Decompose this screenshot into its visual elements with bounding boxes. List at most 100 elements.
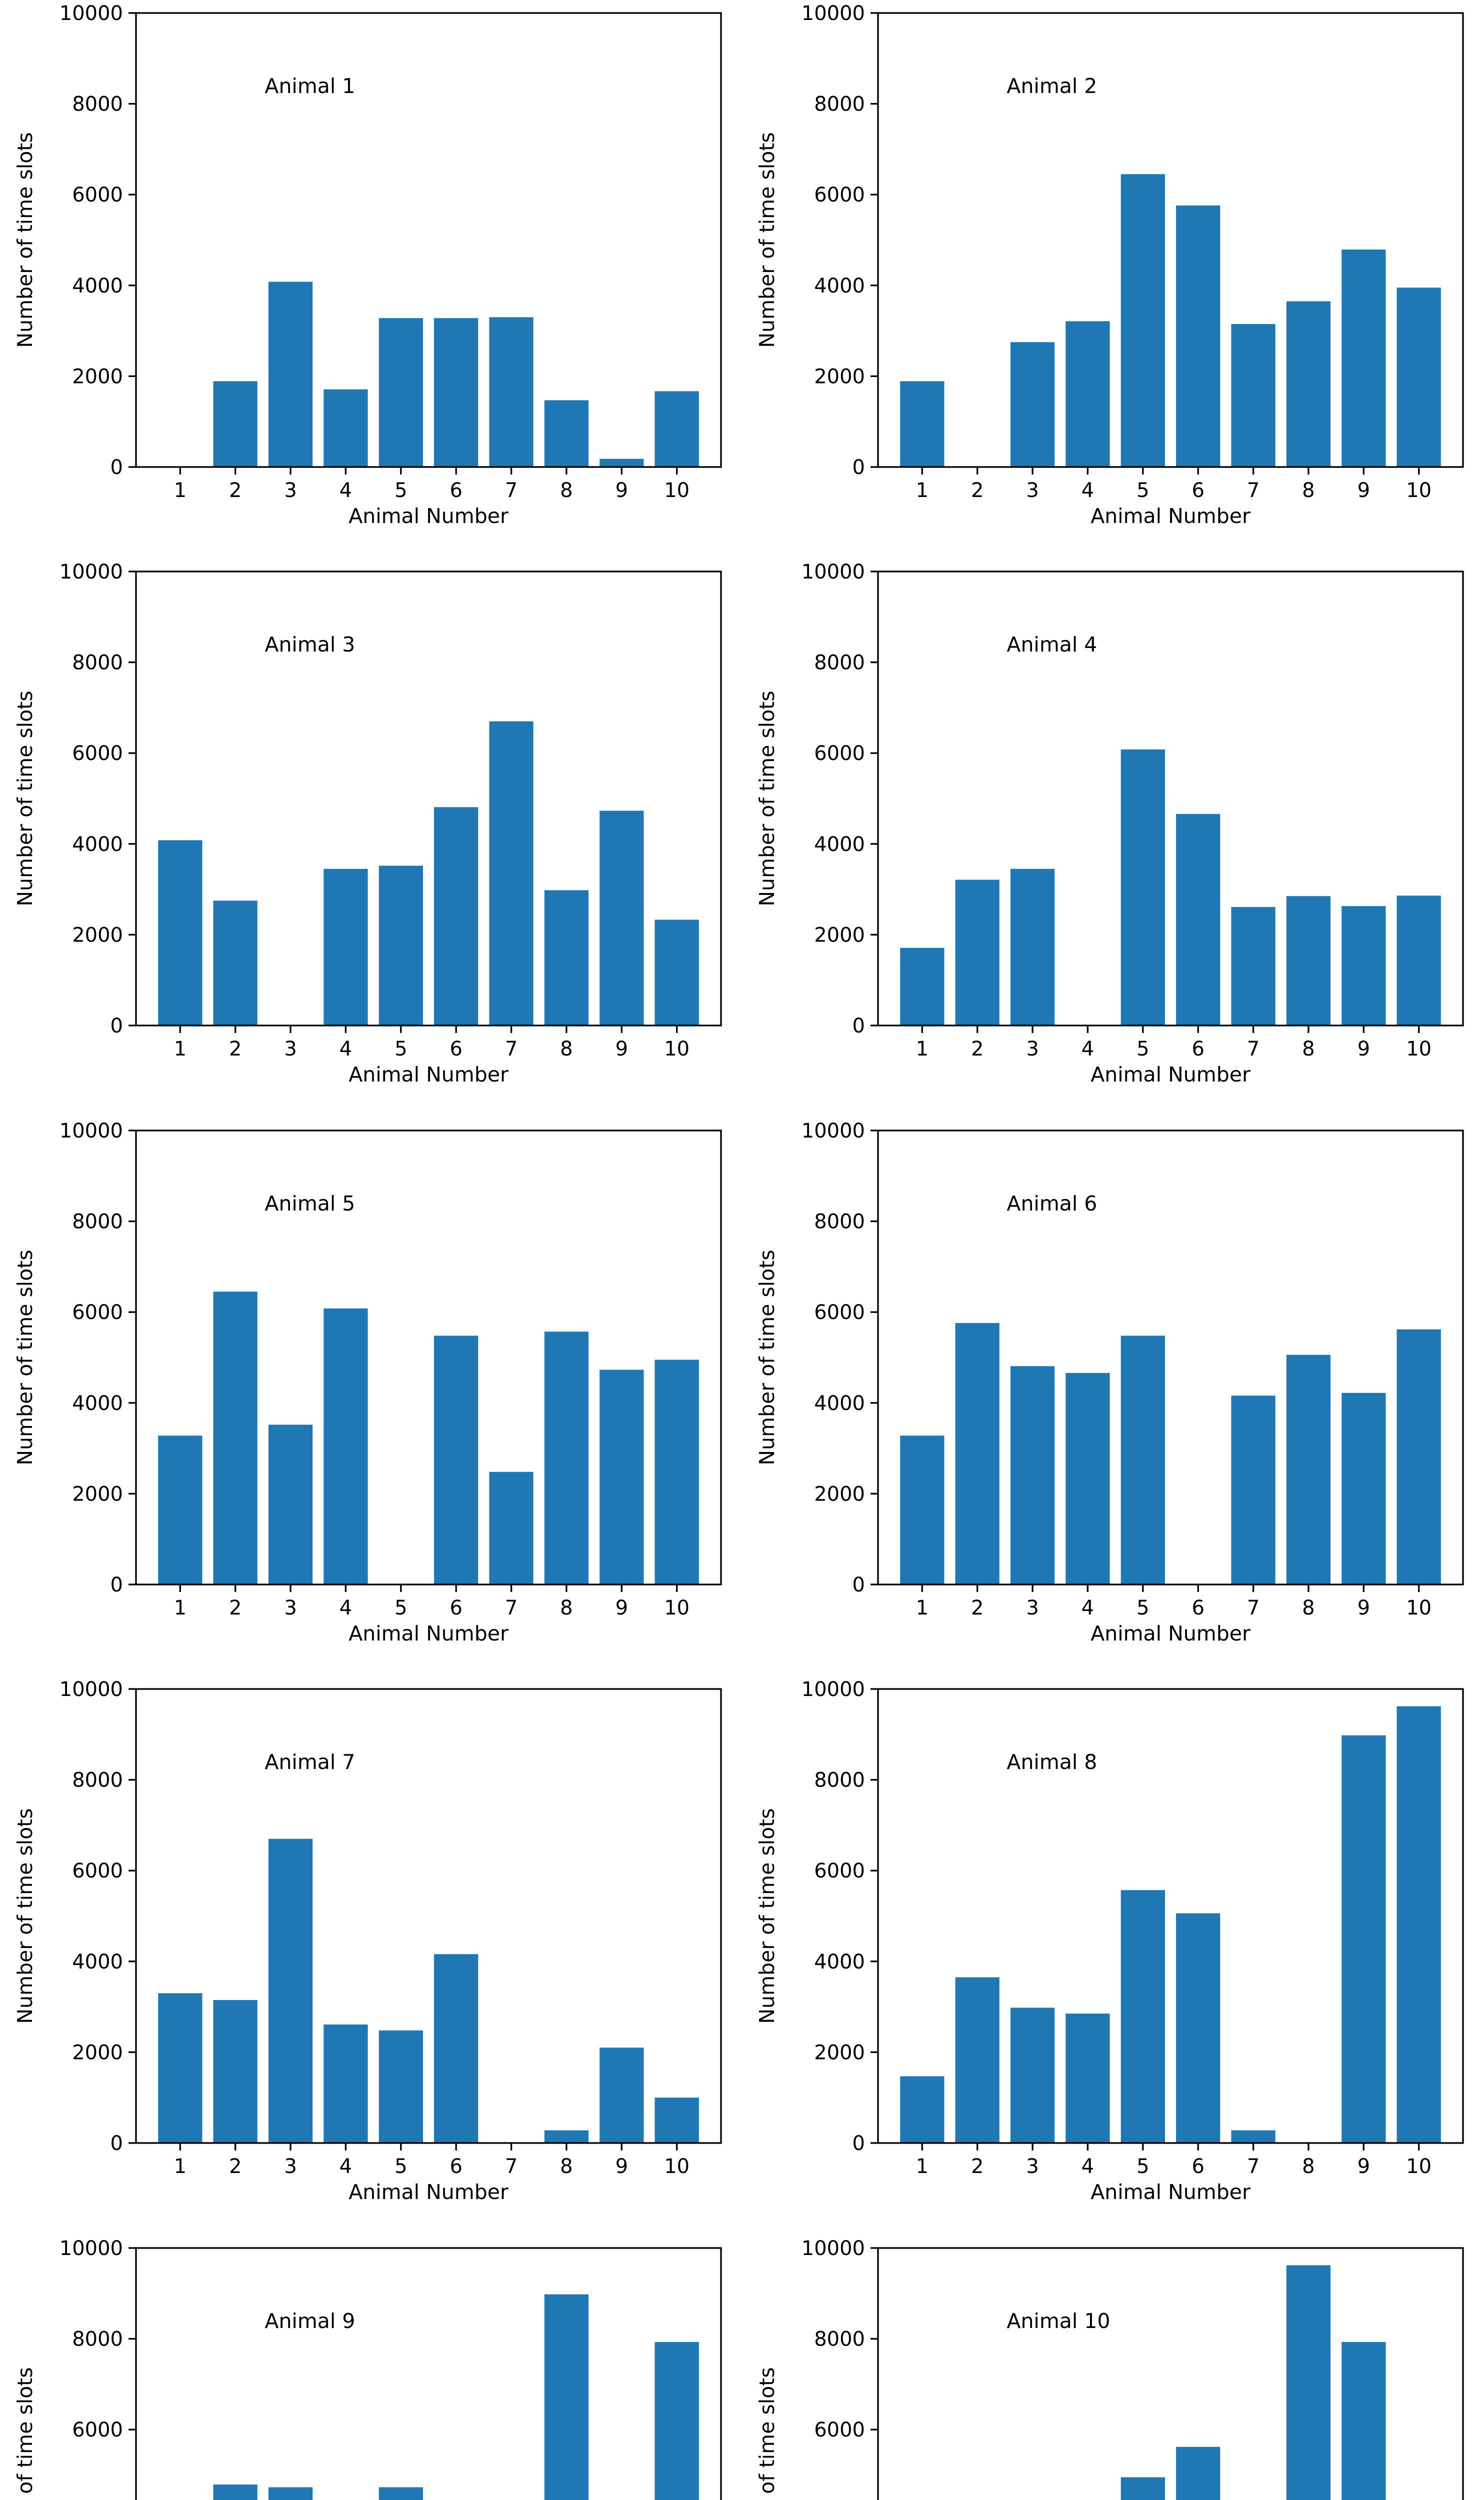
- x-tick-label: 10: [664, 1596, 690, 1620]
- x-tick-label: 10: [1406, 2155, 1432, 2178]
- bar-partner-10: [654, 391, 699, 467]
- bar-partner-5: [378, 866, 423, 1026]
- chart-canvas-animal-2: 0 2000 4000 6000 8000 10000 1 2 3 4 5 6 7 8 9 10 Animal …: [755, 2, 1464, 528]
- x-tick-label: 1: [916, 1038, 928, 1060]
- y-tick-label: 2000: [814, 365, 865, 388]
- x-tick-label: 5: [394, 1038, 407, 1060]
- y-axis-title: Number of time slots: [755, 1250, 779, 1465]
- bar-partner-8: [1286, 1354, 1331, 1584]
- subplot-animal-8: 0 2000 4000 6000 8000 10000 1 2 3 4 5 6 7 8 9 10 Animal …: [742, 1676, 1484, 2234]
- bar-partner-10: [1396, 896, 1441, 1026]
- bar-partner-3: [1010, 342, 1055, 467]
- x-axis-title: Animal Number: [348, 1622, 508, 1646]
- x-tick-label: 3: [284, 1038, 296, 1060]
- x-tick-label: 2: [229, 479, 242, 502]
- chart-canvas-animal-3: 0 2000 4000 6000 8000 10000 1 2 3 4 5 6 7 8 9 10 Animal …: [13, 560, 722, 1086]
- x-tick-label: 5: [394, 1596, 407, 1620]
- subplot-animal-5: 0 2000 4000 6000 8000 10000 1 2 3 4 5 6 7 8 9 10 Animal …: [0, 1118, 742, 1676]
- chart-title: Animal 10: [1006, 2309, 1110, 2333]
- x-tick-label: 6: [450, 479, 462, 502]
- chart-title: Animal 1: [264, 74, 355, 98]
- y-tick-label: 0: [110, 2132, 123, 2155]
- bar-partner-2: [955, 880, 1000, 1026]
- bar-partner-8: [1286, 2265, 1331, 2500]
- x-tick-label: 8: [1302, 1596, 1314, 1620]
- y-tick-label: 0: [110, 1574, 123, 1596]
- bar-partner-5: [378, 318, 423, 467]
- bar-partner-6: [1176, 2446, 1220, 2500]
- x-tick-label: 3: [284, 1596, 296, 1620]
- bar-partner-5: [378, 2030, 423, 2144]
- subplot-animal-2: 0 2000 4000 6000 8000 10000 1 2 3 4 5 6 7 8 9 10 Animal …: [742, 0, 1484, 558]
- x-tick-label: 8: [560, 1596, 572, 1620]
- y-tick-label: 10000: [60, 560, 123, 584]
- x-tick-label: 9: [616, 1596, 628, 1620]
- chart-title: Animal 4: [1006, 632, 1097, 656]
- x-tick-label: 9: [1358, 2155, 1370, 2178]
- y-axis-title: Number of time slots: [755, 132, 779, 348]
- y-tick-label: 8000: [814, 1769, 865, 1792]
- subplot-animal-9: 020004000600080001000012345678910Animal …: [0, 2235, 742, 2500]
- chart-title: Animal 8: [1006, 1750, 1097, 1774]
- subplot-animal-3: 0 2000 4000 6000 8000 10000 1 2 3 4 5 6 7 8 9 10 Animal …: [0, 558, 742, 1117]
- x-tick-label: 5: [1136, 479, 1149, 502]
- x-tick-label: 3: [1026, 479, 1038, 502]
- y-axis-title: Number of time slots: [13, 691, 37, 906]
- y-tick-label: 4000: [814, 1392, 865, 1415]
- chart-canvas-animal-6: 0 2000 4000 6000 8000 10000 1 2 3 4 5 6 7 8 9 10 Animal …: [755, 1120, 1464, 1646]
- y-tick-label: 8000: [72, 1210, 123, 1233]
- x-tick-label: 4: [1082, 2155, 1094, 2178]
- x-tick-label: 2: [971, 1038, 984, 1060]
- y-tick-label: 10000: [60, 2, 123, 25]
- bar-partner-8: [1286, 896, 1331, 1026]
- x-tick-label: 8: [560, 1038, 572, 1060]
- x-tick-label: 5: [1136, 1596, 1149, 1620]
- y-tick-label: 4000: [72, 1950, 123, 1974]
- x-tick-label: 9: [1358, 479, 1370, 502]
- y-tick-label: 0: [852, 1014, 865, 1038]
- y-axis-title: Number of time slots: [755, 2367, 779, 2500]
- y-tick-label: 8000: [72, 93, 123, 116]
- x-tick-label: 6: [1192, 1596, 1204, 1620]
- x-tick-label: 5: [394, 2155, 407, 2178]
- x-tick-label: 7: [1247, 2155, 1260, 2178]
- y-tick-label: 0: [852, 1574, 865, 1596]
- y-tick-label: 6000: [72, 1301, 123, 1324]
- subplot-animal-4: 0 2000 4000 6000 8000 10000 1 2 3 4 5 6 7 8 9 10 Animal …: [742, 558, 1484, 1117]
- y-tick-label: 10000: [802, 1120, 865, 1142]
- bar-partner-6: [1176, 1913, 1220, 2144]
- x-tick-label: 9: [616, 1038, 628, 1060]
- x-tick-label: 7: [1247, 479, 1260, 502]
- y-tick-label: 6000: [72, 2418, 123, 2442]
- x-tick-label: 7: [1247, 1038, 1260, 1060]
- bar-partner-9: [600, 810, 644, 1026]
- x-tick-label: 3: [1026, 2155, 1038, 2178]
- bar-partner-3: [1010, 869, 1055, 1026]
- bar-partner-5: [378, 2487, 423, 2500]
- bar-partner-6: [434, 1336, 478, 1584]
- x-tick-label: 6: [1192, 2155, 1204, 2178]
- bar-partner-7: [1231, 1396, 1276, 1584]
- bar-partner-9: [1342, 1735, 1386, 2144]
- x-tick-label: 4: [1082, 479, 1094, 502]
- y-tick-label: 0: [852, 456, 865, 479]
- x-tick-label: 9: [616, 2155, 628, 2178]
- bar-partner-4: [1066, 321, 1110, 467]
- chart-canvas-animal-10: 020004000600080001000012345678910Animal …: [755, 2237, 1464, 2500]
- bar-partner-2: [213, 2000, 258, 2144]
- chart-canvas-animal-1: 0 2000 4000 6000 8000 10000 1 2 3 4 5 6 7 8 9 10 Animal …: [13, 2, 722, 528]
- chart-canvas-animal-5: 0 2000 4000 6000 8000 10000 1 2 3 4 5 6 7 8 9 10 Animal …: [13, 1120, 722, 1646]
- y-tick-label: 8000: [72, 1769, 123, 1792]
- x-tick-label: 2: [229, 2155, 242, 2178]
- x-tick-label: 3: [1026, 1596, 1038, 1620]
- bar-partner-1: [158, 1993, 202, 2144]
- x-tick-label: 1: [916, 479, 928, 502]
- y-tick-label: 10000: [60, 1678, 123, 1701]
- y-tick-label: 2000: [72, 1482, 123, 1506]
- bar-partner-3: [1010, 1366, 1055, 1584]
- x-tick-label: 5: [394, 479, 407, 502]
- x-tick-label: 5: [1136, 2155, 1149, 2178]
- y-tick-label: 2000: [72, 924, 123, 947]
- x-tick-label: 4: [340, 1038, 352, 1060]
